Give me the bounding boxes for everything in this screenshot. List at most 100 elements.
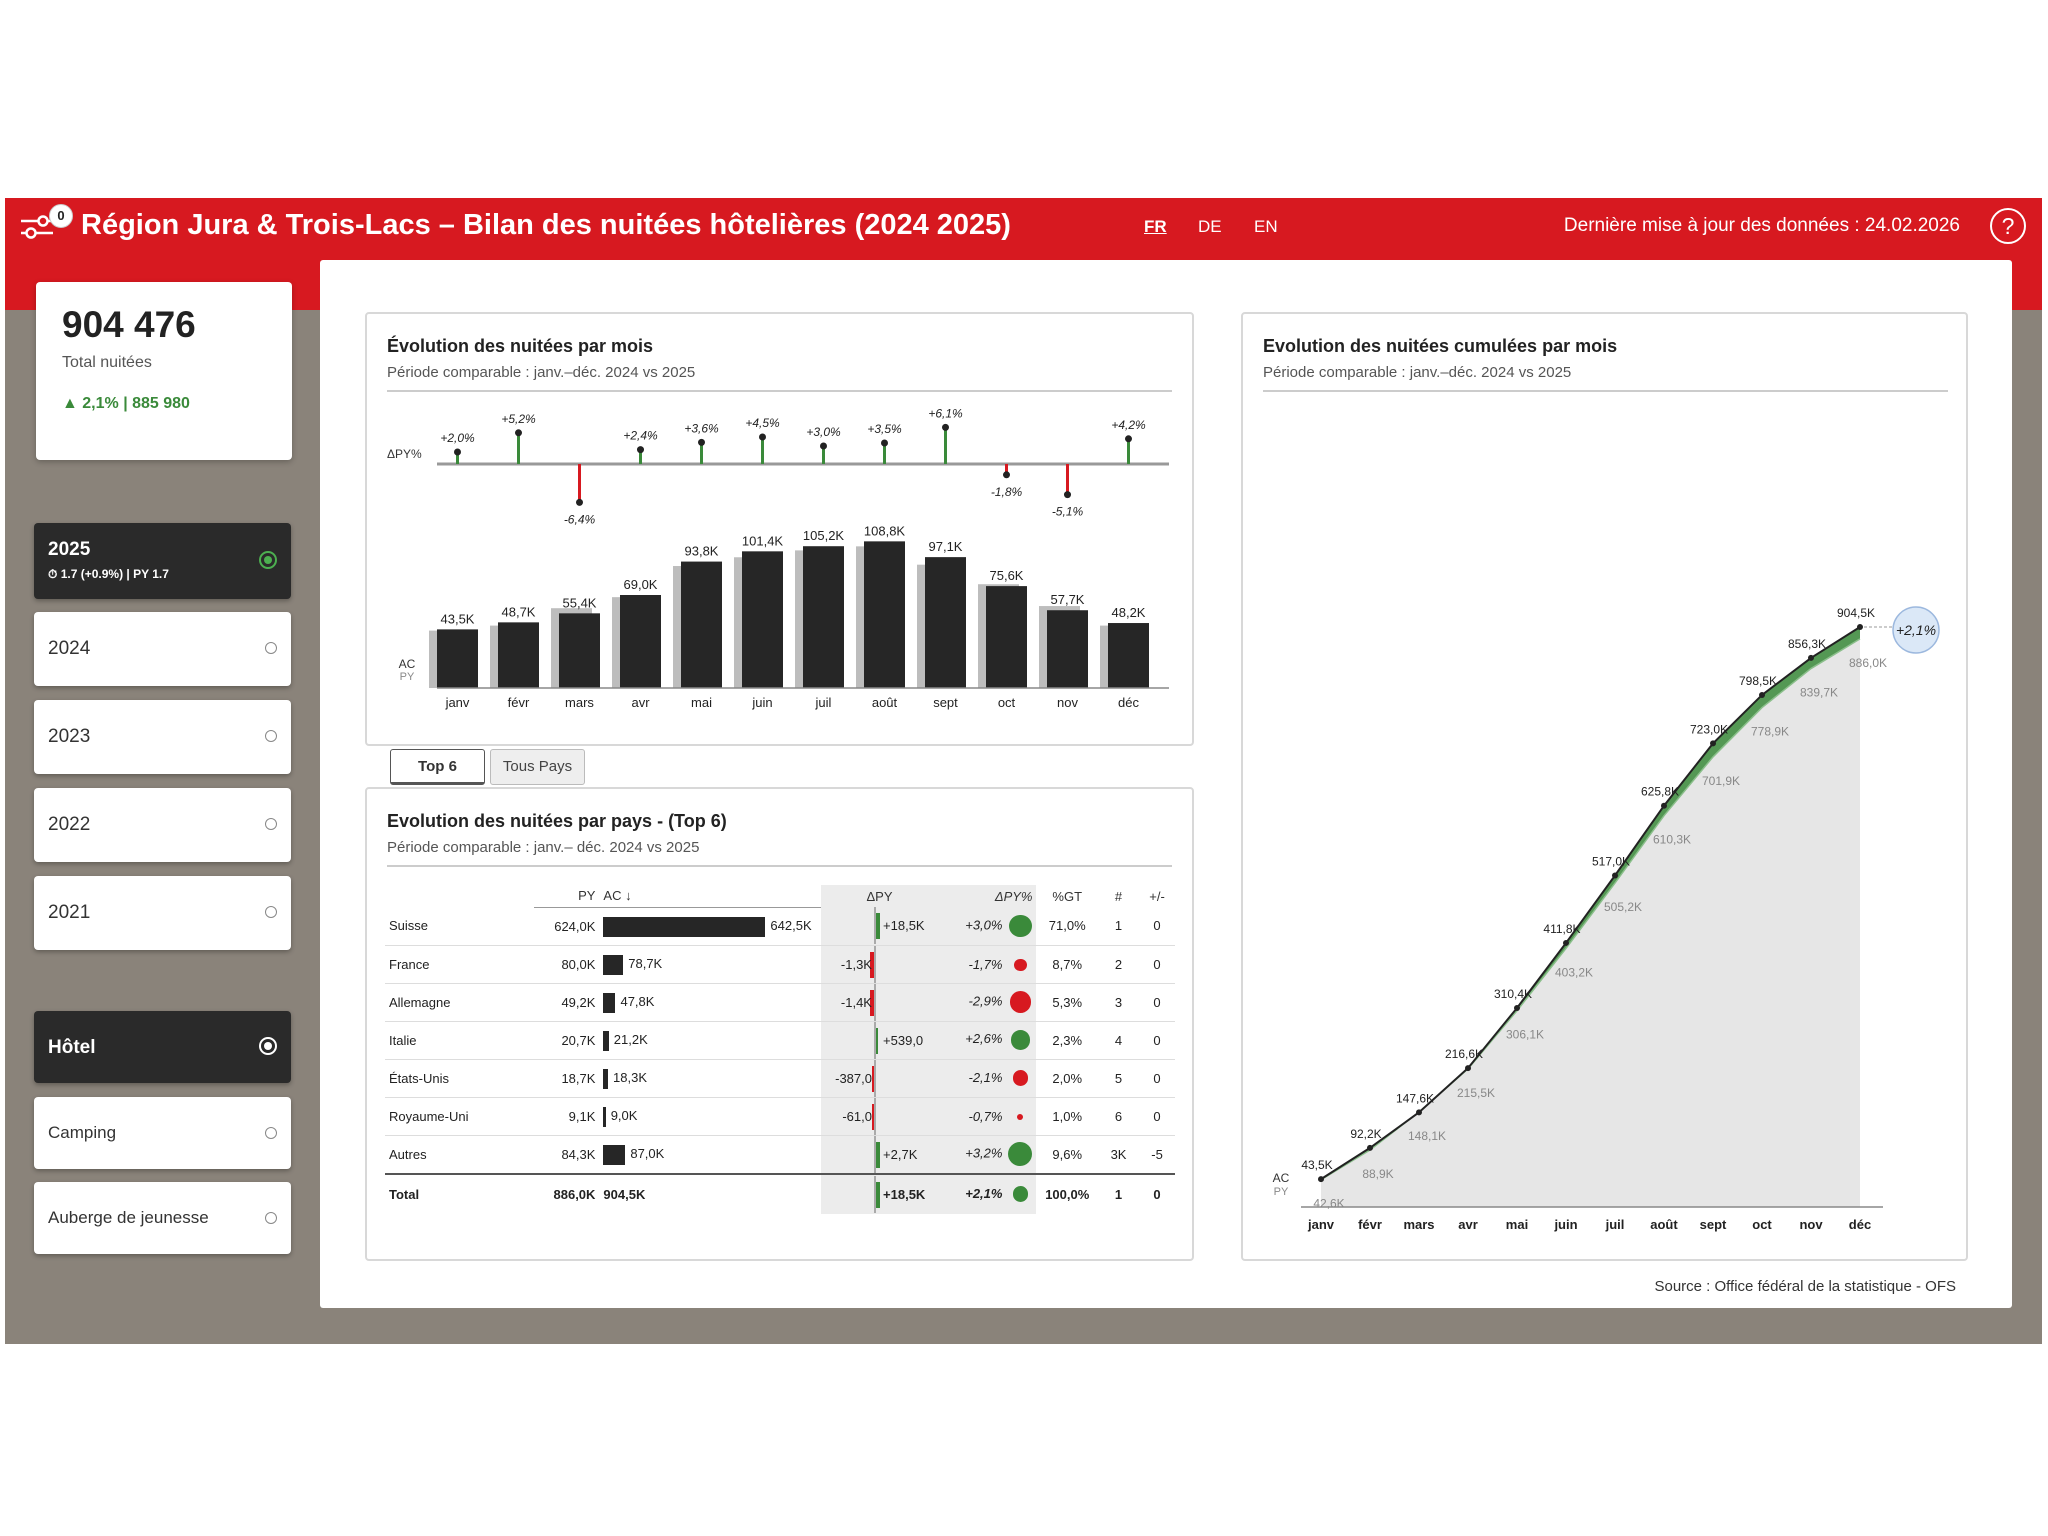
ac-value-label: 411,8K (1543, 922, 1580, 936)
accommodation-option-camping[interactable]: Camping (34, 1097, 291, 1169)
ac-line (1320, 626, 1861, 1180)
dpy-pct-label: -2,9% (968, 993, 1003, 1009)
py-value-cell: 886,0K (533, 1172, 600, 1214)
delta-pin-head (637, 446, 644, 454)
rank-change-cell: -5 (1139, 1135, 1175, 1174)
dpy-pct-cell: +2,1% (937, 1172, 1037, 1214)
ac-value-label: 47,8K (620, 993, 655, 1009)
ac-bar-wrap: 642,5K (603, 908, 817, 945)
ac-point (1710, 740, 1716, 747)
x-tick-label: oct (998, 695, 1016, 710)
x-tick-label: janv (1307, 1217, 1335, 1232)
ac-bar-wrap: 47,8K (603, 984, 817, 1021)
table-row[interactable]: France 80,0K 78,7K -1,3K -1,7% 8,7% 2 0 (385, 945, 1175, 984)
country-table-title: Evolution des nuitées par pays - (Top 6) (387, 811, 727, 831)
table-row[interactable]: Italie 20,7K 21,2K +539,0 +2,6% 2,3% 4 0 (385, 1021, 1175, 1060)
table-total-row[interactable]: Total 886,0K 904,5K +18,5K +2,1% 100,0% 1 0 (385, 1172, 1175, 1214)
column-header-rank-change[interactable]: +/- (1149, 888, 1165, 904)
kpi-total-value: 904 476 (62, 304, 196, 345)
cumulative-chart-card: Evolution des nuitées cumulées par mois … (1241, 312, 1968, 1261)
py-value-cell: 9,1K (533, 1097, 600, 1136)
year-option-2025[interactable]: 2025 ⏱ 1.7 (+0.9%) | PY 1.7 (34, 523, 291, 599)
positive-dot-icon (1008, 1142, 1033, 1166)
accommodation-option-youth-hostel[interactable]: Auberge de jeunesse (34, 1182, 291, 1254)
dpy-bar-wrap: -1,4K (821, 983, 938, 1021)
ac-point (1465, 1065, 1471, 1072)
dpy-bar (872, 1103, 875, 1130)
column-header-ac[interactable]: AC ↓ (599, 885, 822, 908)
delta-legend-label: ΔPY% (387, 447, 422, 461)
ac-bar (1047, 610, 1088, 688)
ac-value-label: 21,2K (613, 1031, 648, 1047)
x-tick-label: sept (1700, 1217, 1727, 1232)
bar-value-label: 69,0K (624, 577, 658, 592)
delta-pin-head (576, 498, 583, 506)
tab-top6[interactable]: Top 6 (390, 749, 485, 785)
table-row[interactable]: Autres 84,3K 87,0K +2,7K +3,2% 9,6% 3K -5 (385, 1135, 1175, 1174)
language-fr-button[interactable]: FR (1144, 217, 1167, 236)
tab-all-countries[interactable]: Tous Pays (490, 749, 585, 785)
py-value-label: 701,9K (1702, 774, 1740, 788)
year-option-2024[interactable]: 2024 (34, 612, 291, 686)
table-row[interactable]: Allemagne 49,2K 47,8K -1,4K -2,9% 5,3% 3 0 (385, 983, 1175, 1022)
radio-icon (265, 1212, 277, 1224)
ac-bar (986, 586, 1027, 688)
share-cell: 1,0% (1036, 1097, 1099, 1136)
delta-value-label: +6,1% (928, 406, 963, 420)
accommodation-option-hotel[interactable]: Hôtel (34, 1011, 291, 1083)
language-de-button[interactable]: DE (1198, 217, 1222, 236)
py-value-cell: 49,2K (533, 983, 600, 1022)
filter-sliders-icon[interactable] (19, 212, 55, 242)
dpy-cell: +18,5K (821, 907, 938, 946)
ac-bar-wrap: 87,0K (603, 1136, 817, 1173)
delta-value-label: +2,0% (440, 431, 475, 445)
dpy-bar-wrap: -1,3K (821, 945, 938, 983)
py-value-label: 778,9K (1751, 725, 1789, 739)
radio-icon (265, 730, 277, 742)
year-option-2021[interactable]: 2021 (34, 876, 291, 950)
dpy-pct-cell: -0,7% (937, 1097, 1037, 1136)
table-row[interactable]: États-Unis 18,7K 18,3K -387,0 -2,1% 2,0% 5 0 (385, 1059, 1175, 1098)
table-row[interactable]: Royaume-Uni 9,1K 9,0K -61,0 -0,7% 1,0% 6 0 (385, 1097, 1175, 1136)
py-value-label: 42,6K (1313, 1197, 1344, 1211)
dpy-axis (874, 1135, 877, 1173)
positive-dot-icon (1012, 1186, 1029, 1203)
x-tick-label: avr (631, 695, 650, 710)
py-value-cell: 84,3K (533, 1135, 600, 1174)
column-header-rank[interactable]: # (1114, 888, 1123, 904)
dpy-bar (872, 1065, 875, 1092)
year-label: 2025 (48, 539, 91, 560)
country-table-subtitle: Période comparable : janv.– déc. 2024 vs… (387, 839, 700, 856)
cumulative-chart-title: Evolution des nuitées cumulées par mois (1263, 336, 1618, 356)
year-option-2023[interactable]: 2023 (34, 700, 291, 774)
accommodation-label: Auberge de jeunesse (48, 1208, 209, 1227)
ac-value-label: 147,6K (1396, 1091, 1434, 1105)
dpy-bar-wrap: +18,5K (821, 907, 938, 945)
column-header-share[interactable]: %GT (1052, 888, 1083, 904)
divider (1263, 390, 1948, 392)
help-icon[interactable]: ? (1990, 208, 2026, 244)
column-header-dpy[interactable]: ΔPY (821, 885, 938, 907)
country-header (385, 885, 534, 907)
ac-bar (925, 557, 966, 688)
column-header-py[interactable]: PY (533, 885, 600, 908)
language-en-button[interactable]: EN (1254, 217, 1278, 236)
year-option-2022[interactable]: 2022 (34, 788, 291, 862)
delta-pin-head (698, 438, 705, 446)
ac-value-label: 625,8K (1641, 785, 1679, 799)
positive-dot-icon (1010, 1030, 1031, 1050)
negative-dot-icon (1009, 991, 1032, 1013)
end-delta-bubble (1892, 606, 1940, 654)
dpy-pct-label: +3,2% (965, 1145, 1003, 1161)
column-header-dpy-pct[interactable]: ΔPY% (937, 885, 1037, 907)
rank-cell: 3K (1098, 1135, 1140, 1174)
table-row[interactable]: Suisse 624,0K 642,5K +18,5K +3,0% 71,0% 1 0 (385, 907, 1175, 946)
bar-value-label: 55,4K (563, 595, 597, 610)
dpy-bar-wrap: -61,0 (821, 1097, 938, 1135)
dpy-value-label: +18,5K (883, 918, 925, 934)
ac-bar (603, 1068, 609, 1089)
delta-pin-head (1125, 435, 1132, 443)
ac-value-label: 92,2K (1350, 1127, 1381, 1141)
share-cell: 2,3% (1036, 1021, 1099, 1060)
py-value-label: 148,1K (1408, 1129, 1446, 1143)
